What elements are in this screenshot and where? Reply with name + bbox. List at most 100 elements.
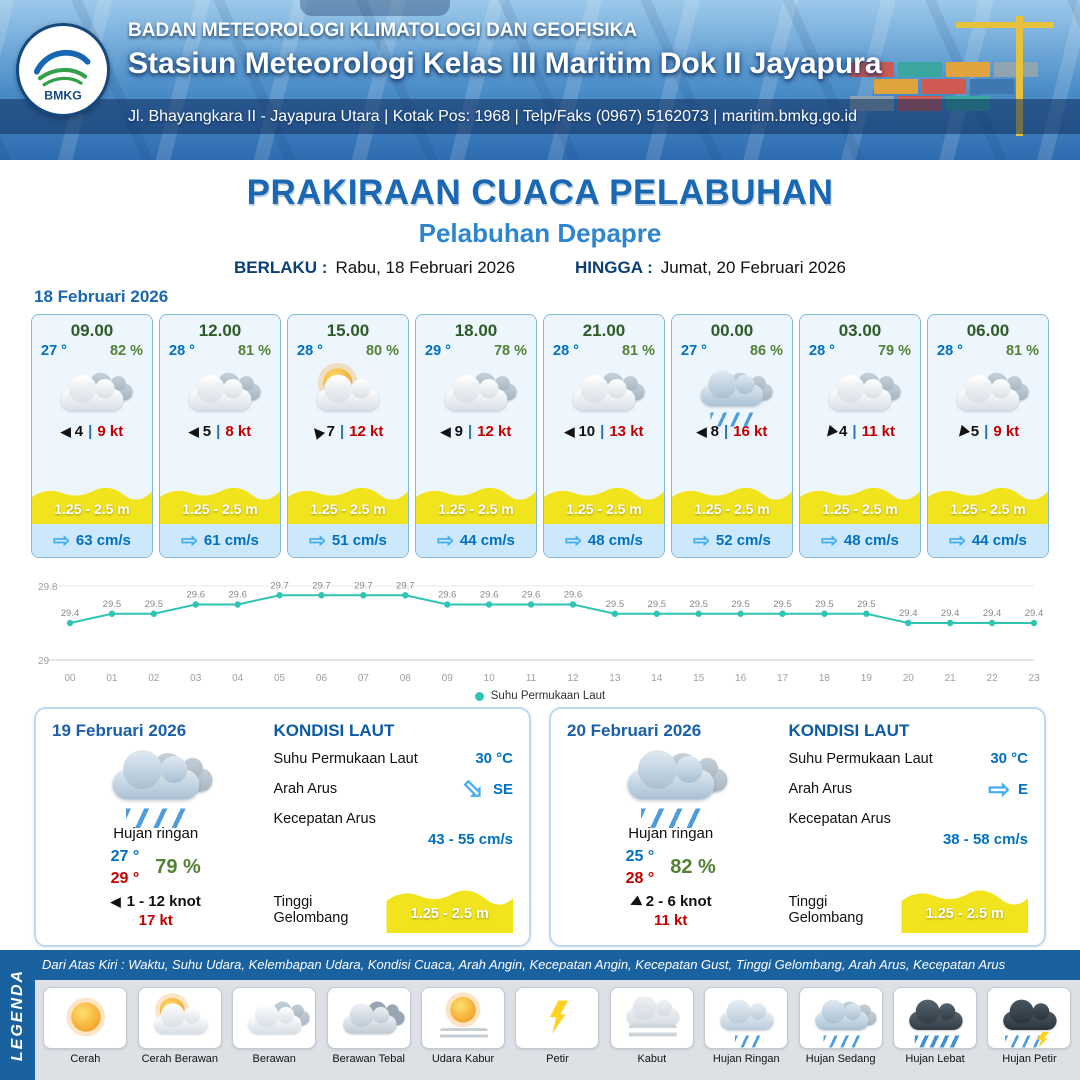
legend-item: Hujan Petir (985, 987, 1073, 1065)
current-row: 44 cm/s (928, 524, 1048, 557)
legend-icon-box (232, 987, 317, 1049)
svg-text:29.5: 29.5 (145, 599, 164, 610)
svg-text:29.6: 29.6 (480, 590, 499, 601)
temps: 27 ° 29 ° (111, 846, 140, 889)
temp-humidity-row: 28 ° 81 % (160, 343, 280, 359)
current-direction-icon (437, 531, 454, 551)
temps: 25 ° 28 ° (626, 846, 655, 889)
wave-height-value: 1.25 - 2.5 m (182, 501, 258, 517)
forecast-card: 03.00 28 ° 79 % 4 11 kt 1.25 - 2.5 m 48 cm… (799, 314, 921, 558)
temp-humidity-row: 27 ° 86 % (672, 343, 792, 359)
air-temperature: 29 ° (425, 343, 451, 359)
svg-text:01: 01 (106, 673, 118, 684)
wave-height-value: 1.25 - 2.5 m (310, 501, 386, 517)
current-direction-icon (988, 776, 1010, 802)
current-row: 48 cm/s (544, 524, 664, 557)
current-direction-icon (949, 531, 966, 551)
legend-icon-box (987, 987, 1072, 1049)
forecast-time: 12.00 (198, 321, 242, 340)
legend-icon-box (798, 987, 883, 1049)
svg-text:29.4: 29.4 (983, 608, 1002, 619)
svg-text:29.6: 29.6 (522, 590, 541, 601)
air-temperature: 28 ° (553, 343, 579, 359)
legend-icon-box (704, 987, 789, 1049)
wave-height-band: 1.25 - 2.5 m (416, 484, 536, 524)
wave-height-band: 1.25 - 2.5 m (160, 484, 280, 524)
svg-text:19: 19 (861, 673, 873, 684)
wind-direction-icon (441, 424, 451, 440)
current-speed-value: 43 - 55 cm/s (427, 831, 513, 848)
humidity-value: 78 % (493, 343, 527, 359)
svg-text:16: 16 (735, 673, 747, 684)
humidity-value: 82 % (670, 856, 716, 879)
current-speed-value: 61 cm/s (203, 532, 259, 549)
forecast-card: 18.00 29 ° 78 % 9 12 kt 1.25 - 2.5 m 44 cm… (415, 314, 537, 558)
contact-line: Jl. Bhayangkara II - Jayapura Utara | Ko… (128, 108, 857, 125)
svg-text:03: 03 (190, 673, 202, 684)
chart-legend-label: Suhu Permukaan Laut (490, 690, 606, 702)
sst-value: 30 °C (475, 750, 513, 767)
svg-text:29.6: 29.6 (228, 590, 247, 601)
wave-height-band: 1.25 - 2.5 m (544, 484, 664, 524)
svg-text:15: 15 (693, 673, 705, 684)
sst-chart: 29.8 29 29.4 00 29.5 01 29.5 02 29.6 03 29.6 04 29.7… (38, 580, 1043, 684)
humidity-value: 80 % (365, 343, 399, 359)
wave-height-chip: 1.25 - 2.5 m (386, 887, 513, 933)
svg-text:00: 00 (64, 673, 76, 684)
sst-row: Suhu Permukaan Laut 30 °C (788, 750, 1028, 767)
wind-range-value: 2 - 6 knot (645, 893, 712, 911)
current-direction-row: Arah Arus SE (273, 776, 513, 802)
wave-height-band: 1.25 - 2.5 m (32, 484, 152, 524)
legend-item: Cerah (41, 987, 129, 1065)
legend-footer: LEGENDA Dari Atas Kiri : Waktu, Suhu Uda… (0, 950, 1080, 1080)
legend-item-label: Udara Kabur (431, 1053, 495, 1065)
weather-icon (815, 361, 906, 424)
legend-item: Petir (513, 987, 601, 1065)
temp-humidity-row: 28 ° 79 % (800, 343, 920, 359)
wind-row: 4 9 kt (32, 423, 152, 440)
svg-text:18: 18 (819, 673, 831, 684)
svg-text:29.7: 29.7 (312, 580, 331, 591)
forecast-card: 00.00 27 ° 86 % 8 16 kt 1.25 - 2.5 m 52 cm… (671, 314, 793, 558)
humidity-value: 82 % (109, 343, 143, 359)
svg-text:29.4: 29.4 (899, 608, 918, 619)
wave-height-band: 1.25 - 2.5 m (800, 484, 920, 524)
chart-legend: Suhu Permukaan Laut (0, 690, 1080, 702)
forecast-time: 18.00 (454, 321, 498, 340)
legend-item: Kabut (608, 987, 696, 1065)
gust-speed-value: 9 kt (993, 423, 1020, 440)
current-direction-icon (181, 531, 198, 551)
svg-text:20: 20 (903, 673, 915, 684)
legend-item: Berawan (230, 987, 318, 1065)
legend-item-label: Hujan Lebat (905, 1053, 965, 1065)
legend-icon-box (515, 987, 600, 1049)
weather-icon (608, 737, 734, 828)
bmkg-logo-icon: BMKG (24, 31, 102, 109)
wave-height-band: 1.25 - 2.5 m (672, 484, 792, 524)
separator (852, 423, 856, 440)
wave-label: Tinggi Gelombang (788, 894, 864, 926)
gust-speed-value: 12 kt (349, 423, 384, 440)
day-summary-card: 19 Februari 2026 Hujan ringan 27 ° 29 ° … (34, 707, 531, 947)
legend-item: Cerah Berawan (136, 987, 224, 1065)
wind-speed-value: 5 (202, 423, 212, 440)
legend-weather-icon (425, 991, 500, 1044)
wind-direction-icon (627, 892, 643, 911)
legend-weather-icon (331, 991, 406, 1044)
temp-humidity-row: 28 ° 81 % (928, 343, 1048, 359)
legend-weather-icon (48, 991, 123, 1044)
agency-name: BADAN METEOROLOGI KLIMATOLOGI DAN GEOFIS… (128, 20, 638, 41)
summary-date: 20 Februari 2026 (567, 721, 702, 740)
sst-label: Suhu Permukaan Laut (788, 750, 933, 767)
wind-speed-value: 8 (710, 423, 719, 440)
current-speed-value: 51 cm/s (331, 532, 387, 549)
validity-from-label: BERLAKU : (233, 258, 328, 277)
current-speed-value: 38 - 58 cm/s (942, 831, 1028, 848)
separator (600, 423, 604, 440)
sea-conditions-heading: KONDISI LAUT (273, 721, 395, 740)
legend-item: Hujan Sedang (797, 987, 885, 1065)
forecast-cards-row: 09.00 27 ° 82 % 4 9 kt 1.25 - 2.5 m 63 cm/… (0, 314, 1080, 558)
svg-text:29.4: 29.4 (61, 608, 80, 619)
svg-text:10: 10 (484, 673, 496, 684)
wind-row: 8 16 kt (672, 423, 792, 440)
